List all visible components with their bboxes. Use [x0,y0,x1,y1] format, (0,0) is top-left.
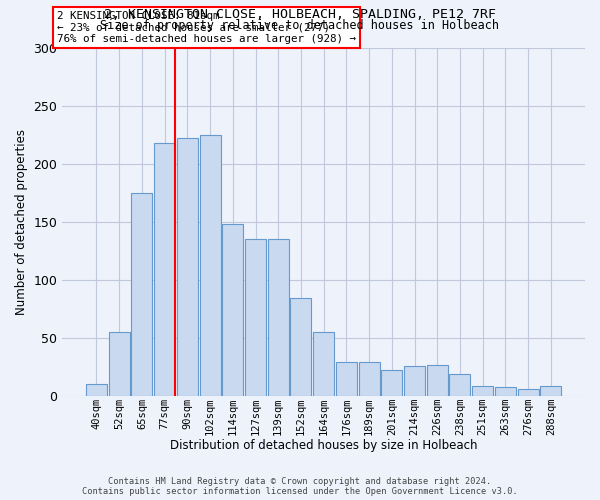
Bar [200,134,221,396]
Bar [427,365,448,396]
Bar [449,374,470,396]
Y-axis label: Number of detached properties: Number of detached properties [15,129,28,315]
Bar [495,387,516,396]
Bar [336,362,357,396]
Bar [268,240,289,396]
Bar [518,390,539,396]
Bar [86,384,107,396]
Text: 2 KENSINGTON CLOSE: 81sqm
← 23% of detached houses are smaller (277)
76% of semi: 2 KENSINGTON CLOSE: 81sqm ← 23% of detac… [57,11,356,44]
Bar [472,386,493,396]
Bar [359,362,380,396]
Bar [382,370,402,396]
Bar [131,193,152,396]
Bar [223,224,243,396]
Text: Contains HM Land Registry data © Crown copyright and database right 2024.
Contai: Contains HM Land Registry data © Crown c… [82,476,518,496]
Bar [109,332,130,396]
Bar [177,138,198,396]
Bar [245,240,266,396]
Bar [313,332,334,396]
Bar [290,298,311,396]
Text: 2, KENSINGTON CLOSE, HOLBEACH, SPALDING, PE12 7RF: 2, KENSINGTON CLOSE, HOLBEACH, SPALDING,… [104,8,496,20]
X-axis label: Distribution of detached houses by size in Holbeach: Distribution of detached houses by size … [170,440,478,452]
Bar [154,143,175,397]
Text: Size of property relative to detached houses in Holbeach: Size of property relative to detached ho… [101,18,499,32]
Bar [541,386,561,396]
Bar [404,366,425,396]
